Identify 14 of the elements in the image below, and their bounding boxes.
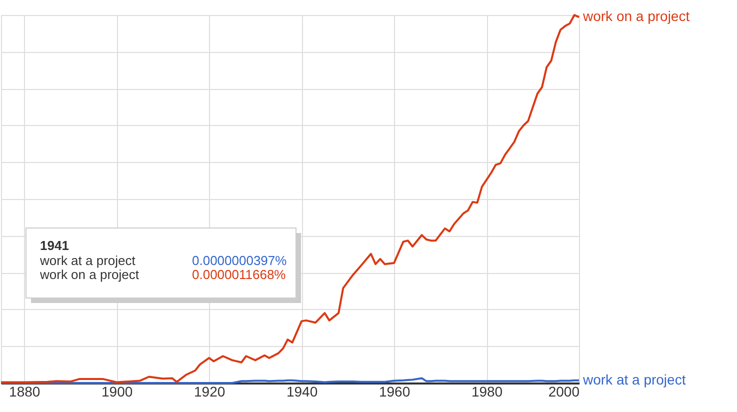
- annotation: 0.0000000397%: [192, 253, 288, 268]
- x-tick-label: 1900: [102, 384, 133, 400]
- series-label: work at a project: [582, 371, 686, 388]
- annotation: 1941: [40, 238, 69, 253]
- x-tick-label: 1960: [378, 384, 410, 400]
- x-tick-label: 1880: [9, 384, 40, 400]
- annotation: 0.0000011668%: [192, 267, 286, 282]
- x-tick-label: 1940: [286, 384, 318, 400]
- series-label: work on a project: [582, 8, 690, 24]
- x-tick-label: 1980: [471, 384, 503, 400]
- annotation: work at a project: [39, 253, 136, 268]
- x-tick-label: 2000: [548, 384, 580, 400]
- x-tick-label: 1920: [194, 384, 226, 400]
- annotation: work on a project: [39, 267, 140, 282]
